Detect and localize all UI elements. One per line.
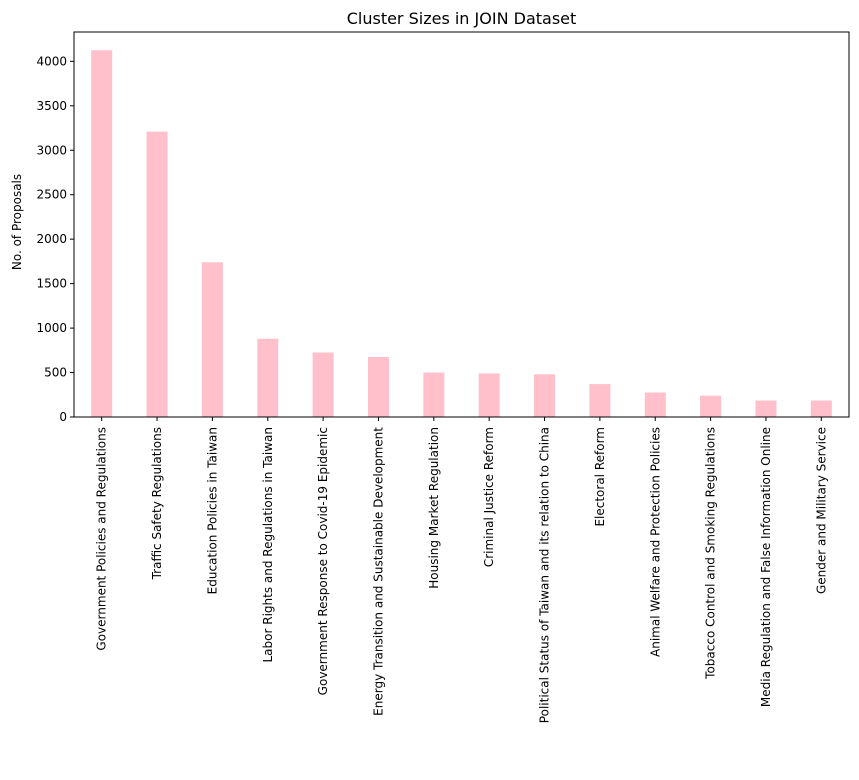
bar-1 — [91, 50, 113, 418]
x-tick-label: Housing Market Regulation — [427, 427, 441, 589]
y-tick-label: 500 — [44, 366, 67, 380]
bar-13 — [755, 400, 777, 417]
y-tick-label: 1500 — [36, 277, 67, 291]
x-tick-label: Traffic Safety Regulations — [150, 427, 164, 580]
bar-7 — [423, 372, 445, 417]
bar-6 — [367, 356, 389, 417]
bar-3 — [201, 262, 223, 417]
y-tick-label: 2500 — [36, 188, 67, 202]
x-tick-label: Criminal Justice Reform — [482, 427, 496, 567]
y-tick-label: 1000 — [36, 321, 67, 335]
plot-frame — [73, 31, 850, 418]
bar-4 — [257, 338, 279, 417]
x-tick-label: Energy Transition and Sustainable Develo… — [371, 427, 385, 716]
x-tick-label: Political Status of Taiwan and its relat… — [538, 427, 552, 723]
bar-9 — [534, 374, 556, 417]
y-tick-label: 0 — [59, 410, 67, 424]
bar-5 — [312, 352, 334, 417]
x-tick-label: Government Response to Covid-19 Epidemic — [316, 427, 330, 695]
bar-2 — [146, 131, 168, 417]
y-tick-label: 2000 — [36, 232, 67, 246]
bar-12 — [700, 395, 722, 417]
bar-11 — [644, 392, 666, 417]
y-tick-label: 3000 — [36, 143, 67, 157]
x-tick-label: Electoral Reform — [593, 427, 607, 527]
x-tick-label: Media Regulation and False Information O… — [759, 427, 773, 707]
bar-8 — [478, 373, 500, 417]
y-axis-label: No. of Proposals — [10, 174, 24, 270]
bar-14 — [810, 400, 832, 417]
y-tick-label: 3500 — [36, 99, 67, 113]
bar-10 — [589, 384, 611, 417]
bars-group — [91, 50, 832, 418]
y-tick-label: 4000 — [36, 54, 67, 68]
y-axis-ticks: 0 500 1000 1500 2000 2500 3000 3500 4000 — [36, 54, 74, 424]
x-tick-label: Animal Welfare and Protection Policies — [648, 427, 662, 657]
x-tick-label: Gender and Military Service — [814, 427, 828, 594]
x-tick-label: Labor Rights and Regulations in Taiwan — [261, 427, 275, 663]
chart-title: Cluster Sizes in JOIN Dataset — [347, 9, 577, 28]
x-tick-label: Tobacco Control and Smoking Regulations — [704, 427, 718, 680]
x-tick-label: Education Policies in Taiwan — [205, 427, 219, 594]
x-tick-label: Government Policies and Regulations — [95, 427, 109, 651]
x-axis-ticks: Government Policies and Regulations Traff… — [95, 417, 828, 723]
